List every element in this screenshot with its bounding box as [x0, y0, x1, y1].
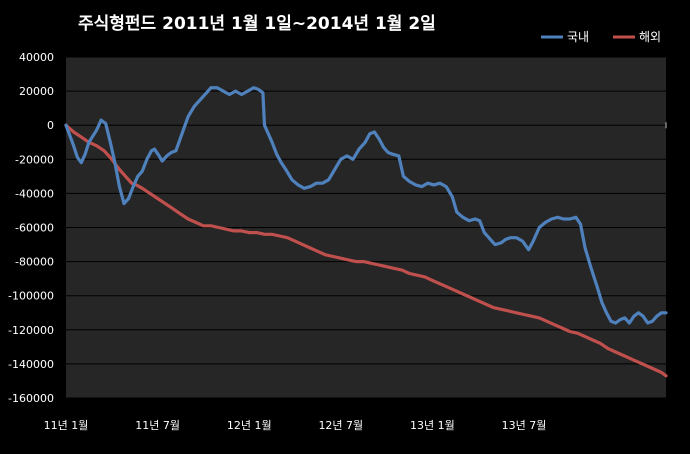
x-axis-ticks: 11년 1월 11년 7월 12년 1월 12년 7월 13년 1월 13년 7월 [44, 419, 547, 432]
legend-label: 해외 [639, 30, 661, 44]
x-tick-label: 13년 7월 [502, 419, 547, 432]
y-tick-label: 40000 [19, 51, 54, 64]
x-tick-label: 12년 1월 [227, 419, 272, 432]
series-layer [64, 86, 668, 378]
y-axis-ticks: 40000 20000 0 -20000 -40000 -60000 -80000 -1000… [8, 51, 54, 405]
legend-label: 국내 [567, 30, 589, 44]
x-tick-label: 13년 1월 [410, 419, 455, 432]
y-tick-label: -80000 [15, 256, 54, 269]
y-tick-label: -60000 [15, 222, 54, 235]
x-tick-label: 11년 1월 [44, 419, 89, 432]
y-tick-label: -140000 [8, 358, 54, 371]
y-tick-label: -160000 [8, 392, 54, 405]
y-tick-label: -40000 [15, 187, 54, 200]
y-tick-label: -100000 [8, 290, 54, 303]
x-tick-label: 11년 7월 [135, 419, 180, 432]
y-tick-label: -20000 [15, 153, 54, 166]
series-line-overseas [64, 123, 668, 378]
y-tick-label: 20000 [19, 85, 54, 98]
x-tick-label: 12년 7월 [318, 419, 363, 432]
legend: 국내 해외 [541, 30, 661, 44]
y-tick-label: 0 [47, 119, 54, 132]
series-line-domestic [64, 86, 668, 325]
chart-title: 주식형펀드 2011년 1월 1일~2014년 1월 2일 [78, 13, 436, 34]
y-tick-label: -120000 [8, 324, 54, 337]
